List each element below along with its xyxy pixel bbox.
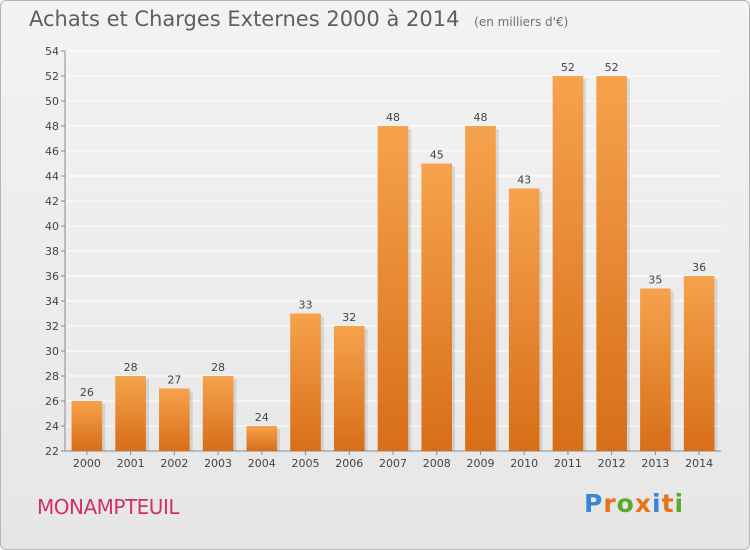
bar (202, 376, 234, 451)
y-tick-label: 36 (45, 270, 59, 283)
y-tick-label: 44 (45, 170, 59, 183)
bar (333, 326, 365, 451)
y-tick-label: 24 (45, 420, 59, 433)
x-tick-label: 2005 (292, 457, 320, 470)
x-tick-label: 2008 (423, 457, 451, 470)
data-label: 48 (386, 111, 400, 124)
data-label: 43 (517, 174, 531, 187)
bar (552, 76, 584, 451)
bar (159, 388, 190, 451)
y-tick-label: 48 (45, 120, 59, 133)
logo-letter: t (661, 489, 675, 518)
data-label: 52 (561, 61, 575, 74)
x-tick-label: 2013 (641, 457, 669, 470)
y-tick-label: 52 (45, 70, 59, 83)
x-tick-label: 2014 (685, 457, 713, 470)
y-tick-label: 34 (45, 295, 59, 308)
data-label: 27 (167, 374, 181, 387)
y-tick-label: 28 (45, 370, 59, 383)
x-tick-label: 2009 (466, 457, 494, 470)
data-label: 26 (80, 386, 94, 399)
data-label: 28 (211, 361, 225, 374)
x-tick-label: 2012 (598, 457, 626, 470)
data-label: 45 (430, 149, 444, 162)
x-tick-label: 2001 (117, 457, 145, 470)
logo-letter: P (584, 489, 604, 518)
x-tick-label: 2010 (510, 457, 538, 470)
bar (377, 126, 409, 451)
y-tick-label: 26 (45, 395, 59, 408)
bar (596, 76, 627, 451)
y-tick-label: 32 (45, 320, 59, 333)
logo-letter: r (603, 489, 617, 518)
bar (683, 276, 715, 451)
bar (246, 426, 278, 451)
x-tick-label: 2004 (248, 457, 276, 470)
chart-subtitle: (en milliers d'€) (474, 15, 569, 29)
logo-letter: o (616, 489, 635, 518)
logo-letter: i (674, 489, 685, 518)
chart-title: Achats et Charges Externes 2000 à 2014 (… (29, 7, 568, 31)
data-label: 32 (342, 311, 356, 324)
y-tick-label: 54 (45, 45, 59, 58)
chart-title-text: Achats et Charges Externes 2000 à 2014 (29, 7, 460, 31)
bar (640, 288, 671, 451)
x-tick-label: 2006 (335, 457, 363, 470)
data-label: 52 (605, 61, 619, 74)
data-label: 28 (124, 361, 138, 374)
y-tick-label: 50 (45, 95, 59, 108)
data-label: 33 (299, 299, 313, 312)
x-tick-label: 2007 (379, 457, 407, 470)
x-tick-label: 2002 (160, 457, 188, 470)
data-label: 35 (648, 274, 662, 287)
bar (115, 376, 146, 451)
y-tick-label: 38 (45, 245, 59, 258)
x-tick-label: 2011 (554, 457, 582, 470)
bar (465, 126, 496, 451)
x-tick-label: 2000 (73, 457, 101, 470)
y-tick-label: 22 (45, 445, 59, 458)
y-tick-label: 40 (45, 220, 59, 233)
x-tick-label: 2003 (204, 457, 232, 470)
bar (421, 163, 453, 451)
y-tick-label: 46 (45, 145, 59, 158)
logo-letter: i (652, 489, 662, 518)
bar (290, 313, 321, 451)
bar (508, 188, 540, 451)
logo-letter: x (634, 489, 652, 518)
data-label: 48 (473, 111, 487, 124)
commune-name: MONAMPTEUIL (37, 495, 180, 519)
bar (71, 401, 103, 451)
data-label: 36 (692, 261, 706, 274)
y-tick-label: 30 (45, 345, 59, 358)
proxiti-logo[interactable]: Proxiti (584, 489, 684, 518)
y-tick-label: 42 (45, 195, 59, 208)
data-label: 24 (255, 411, 269, 424)
